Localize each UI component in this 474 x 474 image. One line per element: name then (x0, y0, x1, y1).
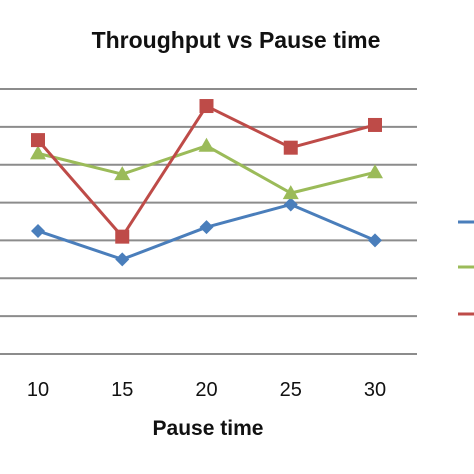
data-point (115, 252, 130, 267)
data-point (283, 140, 298, 155)
legend (458, 220, 474, 316)
data-point (198, 137, 215, 152)
series-lines (36, 104, 376, 261)
data-point (367, 164, 383, 179)
data-point (368, 233, 382, 248)
data-point (115, 229, 130, 244)
x-tick-label: 15 (111, 379, 133, 401)
series-line (37, 144, 376, 195)
x-tick-label: 20 (195, 379, 217, 401)
chart-title: Throughput vs Pause time (92, 27, 381, 53)
x-tick-label: 25 (280, 379, 302, 401)
data-point (31, 133, 45, 148)
data-point (282, 185, 299, 200)
series-line (36, 104, 376, 239)
data-point (283, 197, 298, 212)
data-point (31, 223, 45, 238)
data-point (199, 220, 214, 235)
data-point (368, 117, 382, 132)
data-markers (30, 99, 383, 267)
x-tick-labels: 10 15 20 25 30 (27, 379, 386, 401)
grid-lines (0, 88, 417, 355)
data-point (199, 99, 214, 114)
data-point (30, 145, 46, 160)
x-axis-label: Pause time (153, 417, 264, 440)
data-point (114, 166, 131, 181)
x-tick-label: 10 (27, 379, 49, 401)
x-tick-label: 30 (364, 379, 386, 401)
